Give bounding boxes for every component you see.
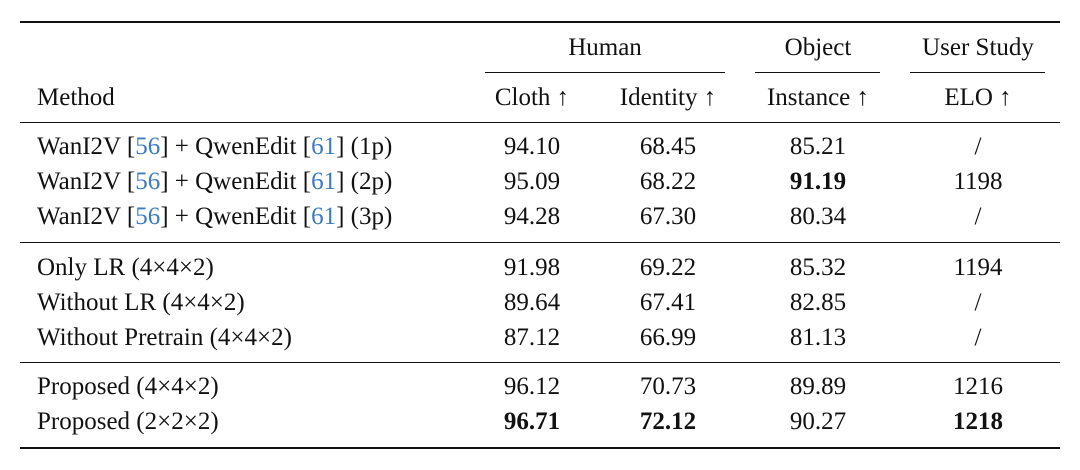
- method-text: Proposed (2×2×2): [37, 408, 219, 435]
- method-cell: WanI2V [56] + QwenEdit [61] (1p): [37, 132, 392, 162]
- header-rule: [20, 122, 1060, 123]
- value-cell: 89.64: [503, 289, 561, 316]
- value-cell: 91.19: [789, 168, 847, 195]
- group-underline: [755, 72, 880, 73]
- method-text: ] + QwenEdit [: [160, 203, 312, 230]
- value-cell: 68.22: [639, 168, 697, 195]
- value-cell: /: [974, 133, 982, 160]
- group-underline: [910, 72, 1045, 73]
- method-cell: Proposed (4×4×2): [37, 372, 219, 402]
- value-cell: 72.12: [639, 408, 697, 435]
- value-cell: 95.09: [503, 168, 561, 195]
- citation: 61: [311, 133, 337, 160]
- value-cell: 67.30: [639, 203, 697, 230]
- value-cell: 67.41: [639, 289, 697, 316]
- value-cell: /: [974, 203, 982, 230]
- method-text: ] + QwenEdit [: [160, 133, 312, 160]
- method-cell: Without LR (4×4×2): [37, 288, 245, 318]
- value-cell: 68.45: [639, 133, 697, 160]
- value-cell: 66.99: [639, 324, 697, 351]
- method-cell: Proposed (2×2×2): [37, 407, 219, 437]
- column-header: Identity ↑: [619, 84, 717, 111]
- citation: 56: [135, 133, 161, 160]
- method-text: ] (2p): [336, 168, 393, 195]
- value-cell: 85.21: [789, 133, 847, 160]
- column-header: Cloth ↑: [494, 84, 570, 111]
- value-cell: 82.85: [789, 289, 847, 316]
- method-text: ] (3p): [336, 203, 393, 230]
- group-underline: [485, 72, 725, 73]
- value-cell: 87.12: [503, 324, 561, 351]
- group-header: User Study: [922, 34, 1034, 61]
- value-cell: 69.22: [639, 254, 697, 281]
- top-rule: [20, 21, 1060, 23]
- section-rule: [20, 242, 1060, 243]
- citation: 56: [135, 203, 161, 230]
- value-cell: 91.98: [503, 254, 561, 281]
- value-cell: 89.89: [789, 373, 847, 400]
- value-cell: 90.27: [789, 408, 847, 435]
- method-text: Without Pretrain (4×4×2): [37, 324, 292, 351]
- citation: 61: [311, 168, 337, 195]
- group-header: Human: [568, 34, 642, 61]
- method-text: WanI2V [: [37, 133, 136, 160]
- column-header: Instance ↑: [766, 84, 870, 111]
- citation: 61: [311, 203, 337, 230]
- section-rule: [20, 362, 1060, 363]
- method-cell: WanI2V [56] + QwenEdit [61] (2p): [37, 167, 392, 197]
- value-cell: 1198: [953, 168, 1003, 195]
- method-text: WanI2V [: [37, 168, 136, 195]
- method-text: Without LR (4×4×2): [37, 289, 245, 316]
- value-cell: 96.12: [503, 373, 561, 400]
- method-text: ] (1p): [336, 133, 393, 160]
- value-cell: /: [974, 289, 982, 316]
- value-cell: 85.32: [789, 254, 847, 281]
- value-cell: 94.10: [503, 133, 561, 160]
- method-text: Only LR (4×4×2): [37, 254, 214, 281]
- method-cell: Without Pretrain (4×4×2): [37, 323, 292, 353]
- column-header: ELO ↑: [944, 84, 1012, 111]
- value-cell: 70.73: [639, 373, 697, 400]
- column-header: Method: [37, 84, 115, 111]
- method-cell: WanI2V [56] + QwenEdit [61] (3p): [37, 202, 392, 232]
- value-cell: 1216: [953, 373, 1003, 400]
- bottom-rule: [20, 447, 1060, 449]
- value-cell: 96.71: [503, 408, 561, 435]
- value-cell: 81.13: [789, 324, 847, 351]
- citation: 56: [135, 168, 161, 195]
- method-text: Proposed (4×4×2): [37, 373, 219, 400]
- value-cell: 80.34: [789, 203, 847, 230]
- value-cell: 1218: [953, 408, 1003, 435]
- value-cell: 94.28: [503, 203, 561, 230]
- value-cell: /: [974, 324, 982, 351]
- method-text: ] + QwenEdit [: [160, 168, 312, 195]
- group-header: Object: [784, 34, 852, 61]
- method-text: WanI2V [: [37, 203, 136, 230]
- method-cell: Only LR (4×4×2): [37, 253, 214, 283]
- value-cell: 1194: [953, 254, 1003, 281]
